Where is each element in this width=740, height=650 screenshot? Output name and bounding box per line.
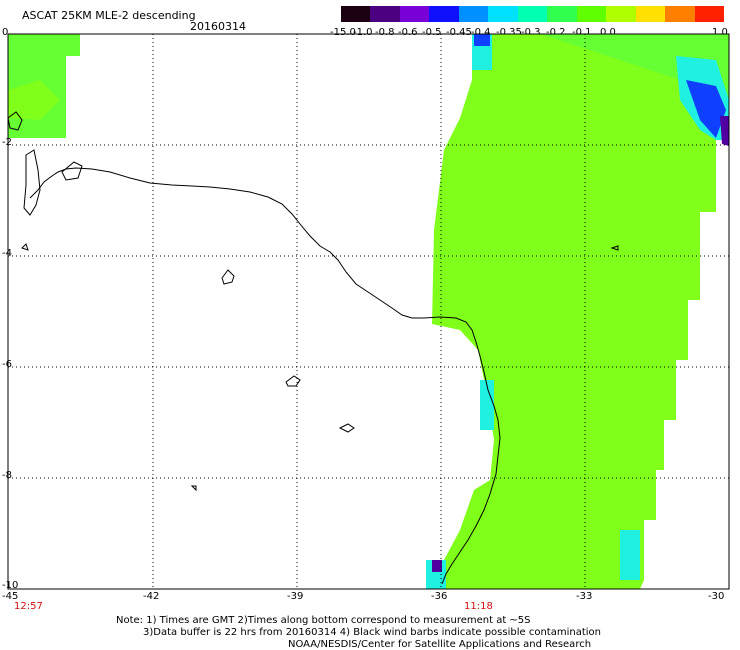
island-8 xyxy=(610,245,619,251)
legend-swatch xyxy=(429,6,460,22)
swath-right xyxy=(430,34,729,589)
swath-right-top xyxy=(540,34,729,120)
island-7 xyxy=(190,485,197,492)
lon-label-36: -36 xyxy=(431,591,448,602)
lat-label-0: 0 xyxy=(2,27,9,38)
legend-label: -0.8 xyxy=(375,27,395,38)
legend-label: -0.1 xyxy=(572,27,592,38)
footer-note-2: 3)Data buffer is 22 hrs from 20160314 4)… xyxy=(143,627,601,638)
legend-label: -1.0 xyxy=(353,27,373,38)
lat-label-2: -2 xyxy=(2,137,12,148)
map-title: ASCAT 25KM MLE-2 descending xyxy=(22,9,196,22)
island-1 xyxy=(7,111,23,131)
lon-label-45: -45 xyxy=(2,591,19,602)
legend-label: 1.0 xyxy=(712,27,728,38)
swath-purple-sw xyxy=(432,560,442,572)
lat-label-6: -6 xyxy=(2,359,12,370)
lon-label-33: -33 xyxy=(576,591,593,602)
lon-label-42: -42 xyxy=(143,591,160,602)
coastline xyxy=(29,167,501,585)
legend-label: -0.6 xyxy=(398,27,418,38)
legend-swatch xyxy=(635,6,666,22)
lat-label-8: -8 xyxy=(2,470,12,481)
swath-blue-nw xyxy=(474,34,490,46)
map-date: 20160314 xyxy=(190,20,246,33)
legend-label: -0.4 xyxy=(471,27,491,38)
legend-label: -0.5 xyxy=(422,27,442,38)
legend-swatch xyxy=(547,6,578,22)
legend-swatch xyxy=(606,6,637,22)
island-marajo xyxy=(23,149,41,216)
legend-swatch xyxy=(370,6,401,22)
legend-swatch xyxy=(517,6,548,22)
legend-label: -15.0 xyxy=(330,27,356,38)
swath-blue-ne xyxy=(686,80,726,138)
legend-swatch xyxy=(458,6,489,22)
legend-label: -0.3 xyxy=(521,27,541,38)
island-5 xyxy=(338,423,355,433)
island-2 xyxy=(61,161,83,181)
legend-swatch xyxy=(488,6,519,22)
footer-note-3: NOAA/NESDIS/Center for Satellite Applica… xyxy=(288,639,592,650)
swath-purple-ne xyxy=(720,116,729,146)
legend-label: -0.2 xyxy=(546,27,566,38)
legend-swatch xyxy=(341,6,371,22)
time-right: 11:18 xyxy=(464,601,493,612)
swath-left-patch xyxy=(8,80,60,120)
lat-lon-grid xyxy=(8,34,729,589)
island-3 xyxy=(221,269,235,285)
lon-label-30: -30 xyxy=(708,591,725,602)
lat-label-10: -10 xyxy=(2,580,19,591)
swath-cyan-se xyxy=(620,530,640,580)
legend-swatch xyxy=(399,6,430,22)
lon-label-39: -39 xyxy=(287,591,304,602)
legend-label: -0.35 xyxy=(496,27,522,38)
legend-swatch xyxy=(694,6,725,22)
island-4 xyxy=(285,375,301,387)
legend-label: 0.0 xyxy=(600,27,616,38)
footer-note-1: Note: 1) Times are GMT 2)Times along bot… xyxy=(116,615,531,626)
map-frame xyxy=(7,33,730,590)
legend-label: -0.45 xyxy=(446,27,472,38)
legend-swatch xyxy=(665,6,696,22)
lat-label-4: -4 xyxy=(2,248,12,259)
wind-data-swaths xyxy=(8,34,729,589)
island-6 xyxy=(21,243,29,251)
color-scale-bar xyxy=(341,6,725,22)
legend-swatch xyxy=(576,6,607,22)
swath-cyan-coast xyxy=(480,380,494,430)
time-left: 12:57 xyxy=(14,601,43,612)
